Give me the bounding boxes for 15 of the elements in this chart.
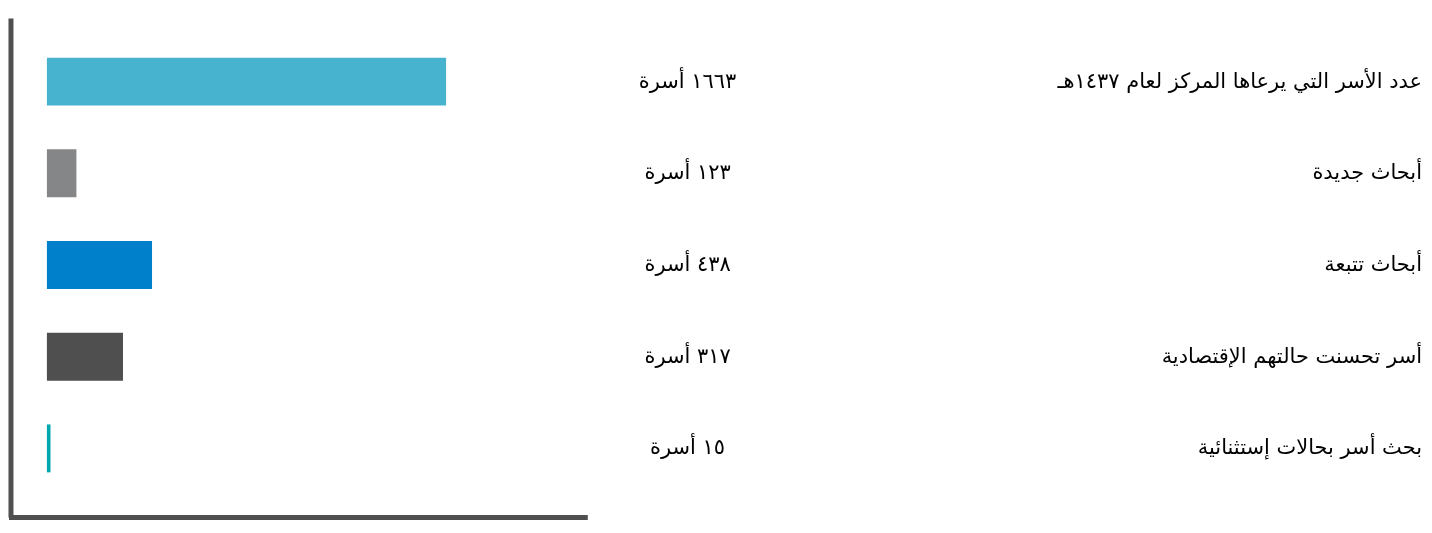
data-label: ٣١٧ أسرة bbox=[644, 341, 731, 368]
y-tick-label: أسر تحسنت حالتهم الإقتصادية bbox=[1161, 341, 1423, 369]
y-tick-label: أبحاث جديدة bbox=[1312, 158, 1423, 185]
bar bbox=[46, 332, 123, 381]
y-tick-label: بحث أسر بحالات إستثنائية bbox=[1197, 433, 1423, 461]
y-tick-label: أبحاث تتبعة bbox=[1324, 249, 1423, 276]
data-label: ١٢٣ أسرة bbox=[644, 158, 731, 185]
bar bbox=[46, 424, 51, 473]
data-label: ١٥ أسرة bbox=[650, 433, 726, 460]
y-tick-label: عدد الأسر التي يرعاها المركز لعام ١٤٣٧هـ bbox=[1056, 67, 1423, 93]
bar bbox=[46, 57, 447, 106]
bar bbox=[46, 149, 77, 198]
data-label: ١٦٦٣ أسرة bbox=[638, 66, 737, 93]
data-label: ٤٣٨ أسرة bbox=[644, 249, 731, 276]
bar bbox=[46, 241, 153, 289]
